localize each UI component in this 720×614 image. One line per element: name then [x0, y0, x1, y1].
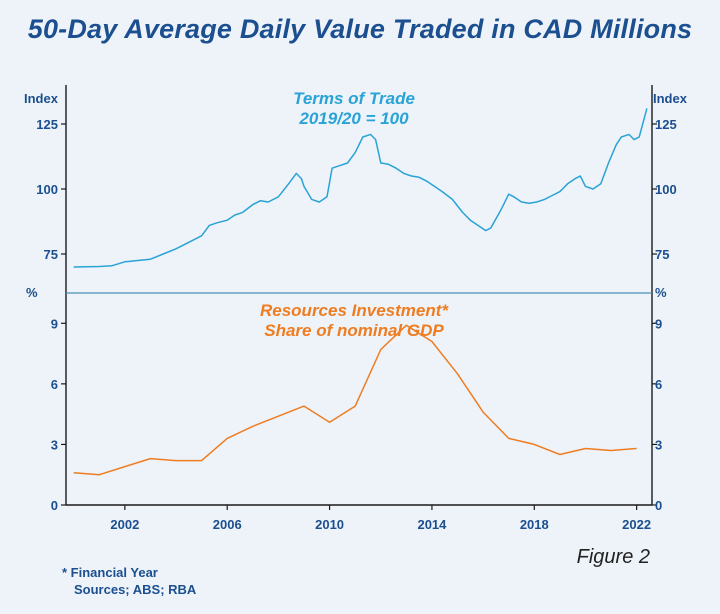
ticks-layer: 75 75 100 100 125 125 0 0 3 3 6 6 9 9 2002 2006 2010 2014… [36, 117, 676, 532]
resources-investment-left-tick-label-9: 9 [51, 316, 58, 331]
resources-investment-right-tick-label-0: 0 [655, 498, 662, 513]
bottom-right-unit-label: % [655, 285, 667, 300]
terms-of-trade-left-tick-label-100: 100 [36, 182, 58, 197]
series-layer [73, 108, 648, 476]
resources-investment-right-tick-label-9: 9 [655, 316, 662, 331]
figure-label: Figure 2 [576, 546, 650, 568]
x-tick-label-2022: 2022 [622, 517, 651, 532]
x-tick-label-2018: 2018 [520, 517, 549, 532]
terms-of-trade-left-tick-label-125: 125 [36, 117, 58, 132]
terms-of-trade-subtitle: 2019/20 = 100 [298, 109, 409, 128]
x-tick-label-2006: 2006 [213, 517, 242, 532]
x-tick-label-2014: 2014 [417, 517, 447, 532]
resources-investment-left-tick-label-0: 0 [51, 498, 58, 513]
resources-investment-title: Resources Investment* [260, 301, 449, 320]
resources-investment-right-tick-label-6: 6 [655, 377, 662, 392]
resources-investment-right-tick-label-3: 3 [655, 437, 662, 452]
top-left-unit-label: Index [24, 91, 59, 106]
resources-investment-left-tick-label-6: 6 [51, 377, 58, 392]
top-right-unit-label: Index [653, 91, 688, 106]
terms-of-trade-series-line [73, 108, 648, 268]
terms-of-trade-right-tick-label-100: 100 [655, 182, 677, 197]
resources-investment-subtitle: Share of nominal GDP [264, 321, 444, 340]
x-tick-label-2002: 2002 [110, 517, 139, 532]
bottom-left-unit-label: % [26, 285, 38, 300]
page-title: 50-Day Average Daily Value Traded in CAD… [27, 14, 693, 44]
footnote-block: * Financial Year Sources; ABS; RBA [62, 564, 196, 598]
x-tick-label-2010: 2010 [315, 517, 344, 532]
terms-of-trade-left-tick-label-75: 75 [44, 247, 58, 262]
sources-note: Sources; ABS; RBA [74, 582, 197, 597]
terms-of-trade-right-tick-label-125: 125 [655, 117, 677, 132]
terms-of-trade-right-tick-label-75: 75 [655, 247, 669, 262]
footnote: * Financial Year [62, 565, 158, 580]
terms-of-trade-title: Terms of Trade [293, 89, 415, 108]
resources-investment-series-line [73, 324, 637, 476]
resources-investment-left-tick-label-3: 3 [51, 437, 58, 452]
